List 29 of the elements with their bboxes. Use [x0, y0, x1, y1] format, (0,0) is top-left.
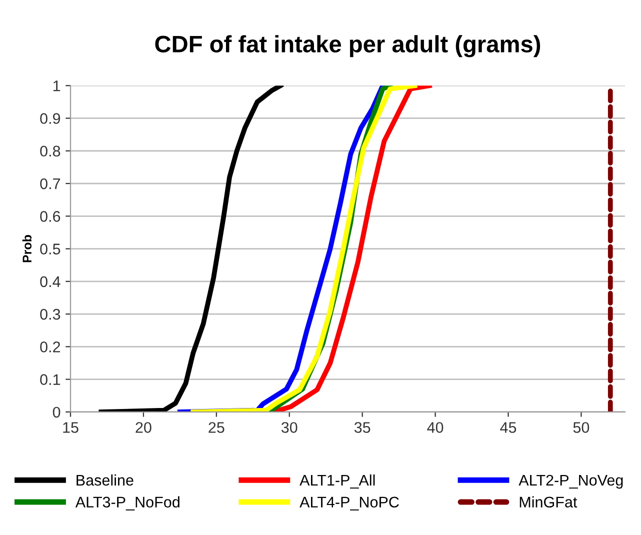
y-tick-label: 0 [52, 406, 60, 418]
y-tick-label: 0.8 [40, 146, 60, 157]
legend-label: ALT4-P_NoPC [300, 496, 399, 510]
y-tick-label: 0.9 [40, 113, 60, 124]
y-tick-label: 0.4 [40, 276, 60, 288]
x-tick-label: 15 [63, 422, 78, 433]
x-tick-label: 50 [573, 422, 590, 433]
y-tick-label: 0.1 [40, 374, 60, 385]
y-tick-label: 0.2 [40, 342, 60, 352]
y-tick-label: 0.6 [40, 211, 60, 222]
y-axis-title: Prob [22, 235, 32, 262]
legend-label: ALT3-P_NoFod [75, 496, 180, 510]
chart-title: CDF of fat intake per adult (grams) [155, 35, 540, 58]
y-tick-label: 0.5 [40, 244, 60, 254]
legend-label: Baseline [76, 474, 134, 486]
y-tick-label: 0.7 [40, 178, 60, 190]
y-tick-label: 1 [53, 80, 60, 92]
x-tick-label: 25 [208, 422, 224, 433]
y-tick-label: 0.3 [40, 308, 60, 320]
legend-label: MinGFat [520, 496, 578, 508]
x-tick-label: 35 [354, 422, 370, 433]
legend-label: ALT2-P_NoVeg [518, 474, 623, 489]
x-tick-label: 45 [500, 422, 516, 433]
line-series [190, 86, 418, 412]
line-series [98, 86, 284, 412]
x-tick-label: 30 [281, 422, 298, 433]
legend-label: ALT1-P_All [300, 474, 375, 489]
x-tick-label: 40 [427, 422, 444, 433]
x-tick-label: 20 [136, 422, 152, 433]
